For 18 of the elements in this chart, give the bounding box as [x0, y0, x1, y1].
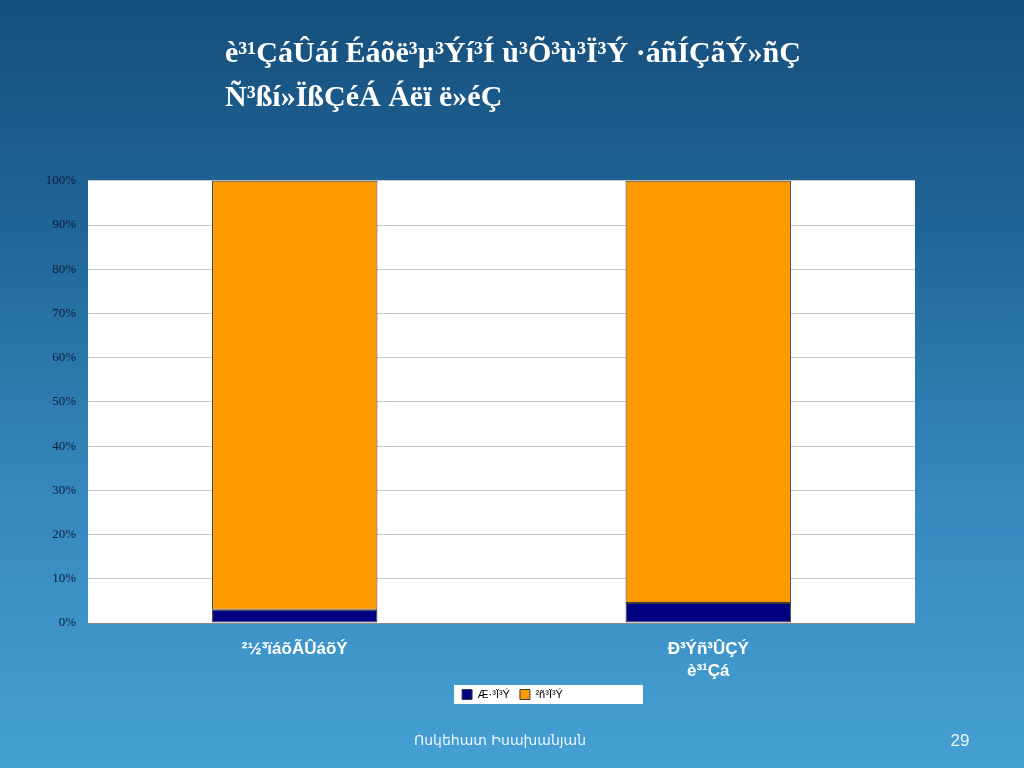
text: 29: [949, 731, 971, 751]
y-tick-label: 30%: [52, 481, 77, 497]
legend-label: ²ñ³Ï³Ý: [535, 687, 564, 700]
y-tick-label: 10%: [52, 570, 77, 586]
y-tick-label: 80%: [52, 260, 77, 276]
text: Ոսկեհատ Իսախանյան: [412, 732, 588, 748]
y-tick-label: 0%: [58, 614, 77, 630]
chart-title: è³¹ÇáÛáí Éáõë³µ³Ýí³Í ù³Õ³ù³Ï³Ý ·áñÍÇãÝ»ñÇ Ñ³ßí»ÏßÇéÁ Áëï ë»éÇ: [225, 34, 802, 114]
y-tick-label: 100%: [45, 172, 77, 188]
y-tick-label: 90%: [52, 216, 77, 232]
x-tick-label: ²½³ïáõÃÛáõÝ: [241, 638, 349, 659]
y-tick-label: 40%: [52, 437, 77, 453]
legend-label: Æ·³Ï³Ý: [477, 687, 511, 700]
y-tick-label: 20%: [52, 525, 77, 541]
y-tick-label: 60%: [52, 349, 77, 365]
x-tick-label: Ð³Ýñ³ÛÇÝ è³¹Çá: [667, 639, 750, 680]
y-tick-label: 70%: [52, 304, 77, 320]
y-tick-label: 50%: [52, 393, 77, 409]
